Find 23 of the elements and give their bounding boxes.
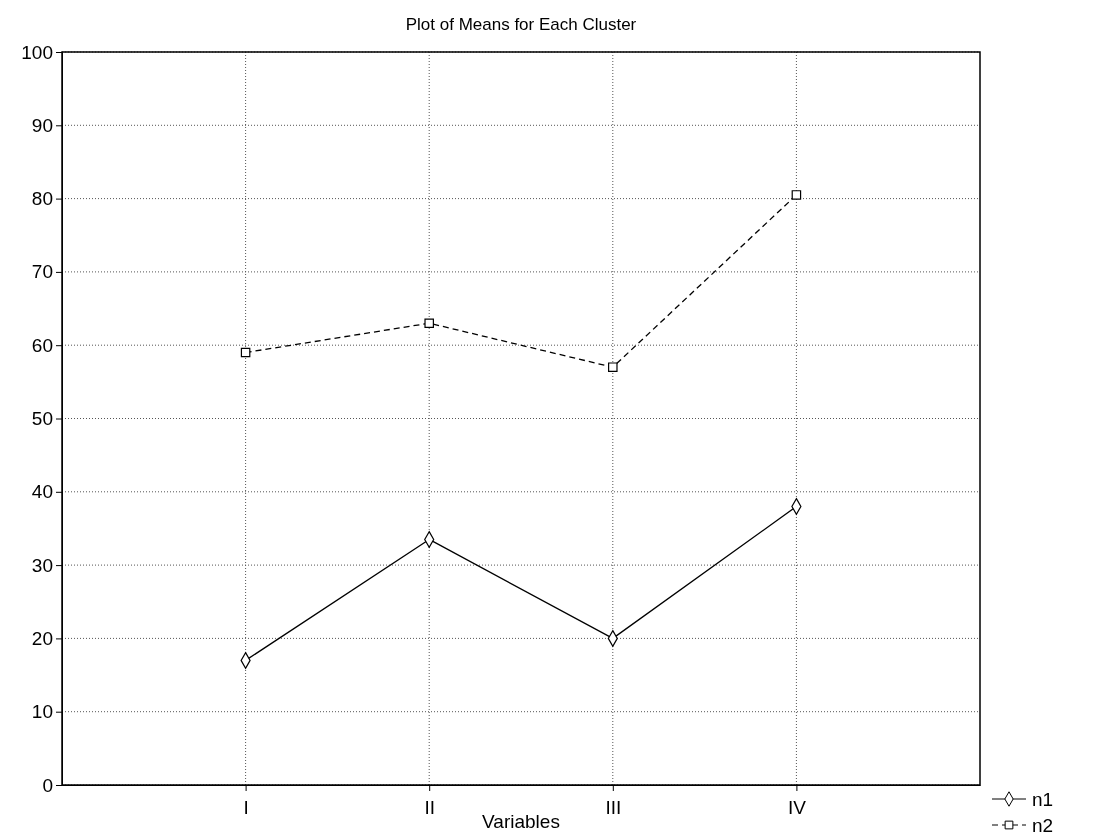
y-tick-label: 50 bbox=[31, 408, 53, 430]
point bbox=[791, 190, 802, 200]
y-tick-label: 30 bbox=[31, 554, 53, 576]
legend-label: n2 bbox=[1032, 815, 1054, 836]
chart-title: Plot of Means for Each Cluster bbox=[405, 15, 637, 34]
legend-label: n1 bbox=[1032, 789, 1054, 810]
x-tick-label: III bbox=[605, 797, 622, 819]
x-tick-label: IV bbox=[787, 797, 807, 819]
y-tick-label: 0 bbox=[42, 774, 53, 796]
y-tick-label: 60 bbox=[31, 334, 53, 356]
y-tick-label: 90 bbox=[31, 114, 53, 136]
x-tick-label: II bbox=[424, 797, 435, 819]
y-tick-label: 80 bbox=[31, 188, 53, 210]
y-tick-label: 20 bbox=[31, 627, 53, 649]
x-tick-label: I bbox=[243, 797, 249, 819]
point bbox=[240, 347, 251, 358]
point bbox=[424, 318, 434, 328]
y-tick-label: 100 bbox=[21, 41, 53, 63]
y-tick-label: 10 bbox=[31, 701, 53, 723]
y-tick-label: 70 bbox=[31, 261, 53, 283]
x-axis-title: Variables bbox=[482, 811, 560, 832]
y-tick-label: 40 bbox=[31, 481, 53, 503]
point bbox=[608, 362, 618, 372]
